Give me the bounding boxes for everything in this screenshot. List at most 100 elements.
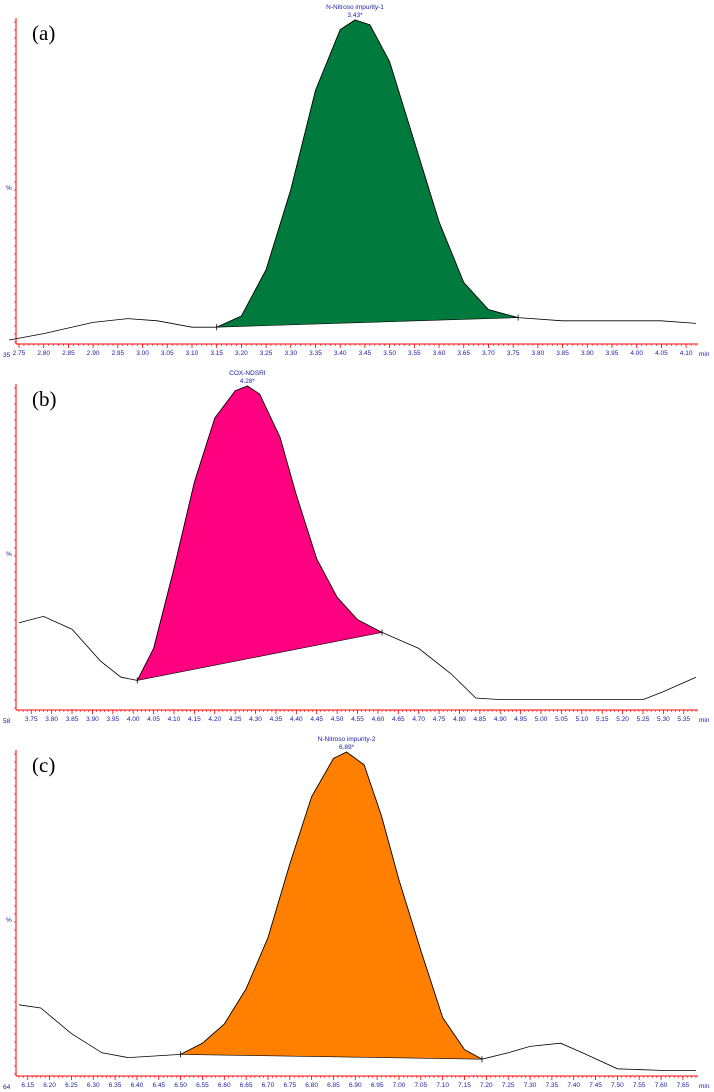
x-tick-label: 7.50 bbox=[611, 1082, 624, 1089]
x-tick-label: 3.50 bbox=[383, 350, 396, 357]
x-tick-label: 3.40 bbox=[334, 350, 347, 357]
x-tick-label: 4.30 bbox=[249, 716, 262, 723]
y-axis-label: % bbox=[6, 917, 12, 924]
x-tick-label: 6.30 bbox=[87, 1082, 100, 1089]
panel-label: (a) bbox=[32, 21, 55, 45]
x-tick-label: 3.75 bbox=[507, 350, 520, 357]
x-tick-label: 7.30 bbox=[524, 1082, 537, 1089]
x-tick-label: 3.95 bbox=[606, 350, 619, 357]
x-tick-label: 3.30 bbox=[284, 350, 297, 357]
x-tick-label: 6.65 bbox=[240, 1082, 253, 1089]
x-tick-label: 3.95 bbox=[106, 716, 119, 723]
x-tick-label: 6.55 bbox=[196, 1082, 209, 1089]
chromatogram-panel-1: 2.75 2.80 2.85 2.90 2.95 3.00 3.05 3.10 3.15 3.20… bbox=[3, 4, 710, 359]
chromatogram-panel-2: 3.75 3.80 3.85 3.90 3.95 4.00 4.05 4.10 4.15 4.20… bbox=[3, 370, 710, 725]
x-tick-label: 6.90 bbox=[349, 1082, 362, 1089]
x-tick-label: 3.15 bbox=[210, 350, 223, 357]
x-tick-label: 6.50 bbox=[174, 1082, 187, 1089]
chromatogram-panel-3: 6.15 6.20 6.25 6.30 6.35 6.40 6.45 6.50 6.55 6.60… bbox=[3, 736, 710, 1091]
x-tick-label: 5.30 bbox=[657, 716, 670, 723]
x-tick-label: 7.65 bbox=[677, 1082, 690, 1089]
x-tick-label: 4.35 bbox=[270, 716, 283, 723]
x-unit-label: min bbox=[699, 717, 710, 724]
integrated-peak-area bbox=[180, 751, 483, 1060]
x-tick-label: 4.55 bbox=[351, 716, 364, 723]
x-tick-label: 4.05 bbox=[147, 716, 160, 723]
x-tick-label: 7.10 bbox=[436, 1082, 449, 1089]
x-tick-label: 3.05 bbox=[161, 350, 174, 357]
x-tick-label: 5.35 bbox=[677, 716, 690, 723]
x-tick-label: 6.20 bbox=[43, 1082, 56, 1089]
x-tick-label: 4.45 bbox=[310, 716, 323, 723]
x-tick-label: 4.00 bbox=[630, 350, 643, 357]
x-tick-label: 3.55 bbox=[408, 350, 421, 357]
x-tick-label: 2.90 bbox=[87, 350, 100, 357]
y-min-label: 58 bbox=[3, 718, 11, 725]
x-tick-label: 6.95 bbox=[371, 1082, 384, 1089]
x-tick-label: 4.90 bbox=[494, 716, 507, 723]
y-min-label: 35 bbox=[3, 352, 11, 359]
peak-retention-time-label: 6.89* bbox=[339, 744, 355, 751]
peak-retention-time-label: 3.43* bbox=[347, 12, 363, 19]
x-tick-label: 4.25 bbox=[229, 716, 242, 723]
x-tick-label: 7.35 bbox=[546, 1082, 559, 1089]
chromatogram-trace bbox=[18, 385, 697, 700]
x-tick-label: 3.45 bbox=[359, 350, 372, 357]
x-tick-label: 3.35 bbox=[309, 350, 322, 357]
x-tick-label: 3.25 bbox=[260, 350, 273, 357]
x-tick-label: 4.50 bbox=[331, 716, 344, 723]
x-tick-label: 5.20 bbox=[616, 716, 629, 723]
x-tick-label: 4.95 bbox=[514, 716, 527, 723]
x-tick-label: 4.65 bbox=[392, 716, 405, 723]
x-tick-label: 2.75 bbox=[13, 350, 26, 357]
x-tick-label: 3.70 bbox=[482, 350, 495, 357]
x-tick-label: 7.15 bbox=[458, 1082, 471, 1089]
x-tick-label: 7.05 bbox=[415, 1082, 428, 1089]
x-tick-label: 6.60 bbox=[218, 1082, 231, 1089]
panel-label: (c) bbox=[32, 753, 55, 777]
x-tick-label: 5.25 bbox=[637, 716, 650, 723]
x-tick-label: 4.10 bbox=[680, 350, 693, 357]
x-tick-label: 2.95 bbox=[112, 350, 125, 357]
x-tick-label: 6.45 bbox=[152, 1082, 165, 1089]
x-tick-label: 3.90 bbox=[86, 716, 99, 723]
x-tick-label: 6.70 bbox=[262, 1082, 275, 1089]
x-tick-label: 3.20 bbox=[235, 350, 248, 357]
x-tick-label: 4.05 bbox=[655, 350, 668, 357]
peak-name-label: N-Nitroso impurity-2 bbox=[318, 736, 376, 743]
x-tick-label: 4.40 bbox=[290, 716, 303, 723]
x-tick-label: 6.40 bbox=[131, 1082, 144, 1089]
x-tick-label: 3.00 bbox=[136, 350, 149, 357]
x-tick-label: 3.85 bbox=[556, 350, 569, 357]
x-tick-label: 3.85 bbox=[66, 716, 79, 723]
x-tick-label: 7.25 bbox=[502, 1082, 515, 1089]
integrated-peak-area bbox=[216, 19, 519, 328]
x-tick-label: 4.00 bbox=[127, 716, 140, 723]
x-tick-label: 3.10 bbox=[186, 350, 199, 357]
x-tick-label: 6.25 bbox=[65, 1082, 78, 1089]
x-tick-label: 6.80 bbox=[305, 1082, 318, 1089]
x-tick-label: 6.15 bbox=[21, 1082, 34, 1089]
x-tick-label: 5.15 bbox=[596, 716, 609, 723]
x-tick-label: 7.45 bbox=[589, 1082, 602, 1089]
x-tick-label: 5.10 bbox=[575, 716, 588, 723]
x-tick-label: 2.80 bbox=[37, 350, 50, 357]
x-tick-label: 5.05 bbox=[555, 716, 568, 723]
x-tick-label: 7.20 bbox=[480, 1082, 493, 1089]
chromatogram-trace bbox=[9, 19, 697, 341]
x-tick-label: 3.80 bbox=[532, 350, 545, 357]
x-tick-label: 4.75 bbox=[433, 716, 446, 723]
x-tick-label: 3.90 bbox=[581, 350, 594, 357]
x-tick-label: 5.00 bbox=[535, 716, 548, 723]
x-tick-label: 3.60 bbox=[433, 350, 446, 357]
x-tick-label: 7.55 bbox=[633, 1082, 646, 1089]
x-tick-label: 4.85 bbox=[474, 716, 487, 723]
x-tick-label: 7.60 bbox=[655, 1082, 668, 1089]
x-tick-label: 4.20 bbox=[208, 716, 221, 723]
x-tick-label: 6.35 bbox=[109, 1082, 122, 1089]
x-tick-label: 6.75 bbox=[283, 1082, 296, 1089]
x-tick-label: 7.00 bbox=[393, 1082, 406, 1089]
integrated-peak-area bbox=[136, 385, 383, 681]
x-unit-label: min bbox=[699, 351, 710, 358]
